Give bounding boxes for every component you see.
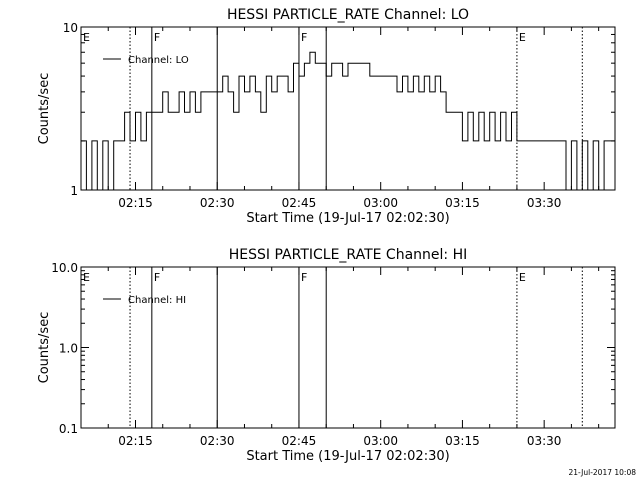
y-tick-label: 10.0 [51, 261, 78, 275]
annotation-flag: F [301, 31, 307, 44]
x-tick-label: 03:15 [445, 434, 480, 448]
x-tick-label: 02:30 [200, 434, 235, 448]
legend-label: Channel: LO [128, 55, 189, 66]
annotation-flag: E [83, 31, 90, 44]
annotation-flag: E [519, 271, 526, 284]
x-tick-label: 03:30 [527, 434, 562, 448]
x-tick-label: 02:45 [282, 434, 317, 448]
x-tick-label: 03:15 [445, 196, 480, 210]
x-axis-label: Start Time (19-Jul-17 02:02:30) [246, 449, 449, 464]
annotation-flag: F [154, 271, 160, 284]
chart-title: HESSI PARTICLE_RATE Channel: HI [229, 247, 467, 263]
x-tick-label: 03:30 [527, 196, 562, 210]
x-axis-label: Start Time (19-Jul-17 02:02:30) [246, 211, 449, 226]
y-tick-label: 1.0 [59, 342, 78, 356]
hi-channel-plot: HESSI PARTICLE_RATE Channel: HI 02:15 02:3… [37, 247, 616, 464]
lo-channel-plot: HESSI PARTICLE_RATE Channel: LO 02:15 02:3… [37, 7, 616, 226]
x-tick-label: 02:15 [118, 196, 153, 210]
x-tick-label: 02:30 [200, 196, 235, 210]
chart-title: HESSI PARTICLE_RATE Channel: LO [227, 7, 469, 23]
y-tick-label: 0.1 [59, 422, 78, 436]
y-tick-label: 1 [70, 184, 78, 198]
annotation-flag: E [83, 271, 90, 284]
y-axis-label: Counts/sec [37, 73, 52, 145]
plot-frame [80, 26, 616, 191]
y-tick-label: 10 [63, 21, 78, 35]
annotation-flag: F [154, 31, 160, 44]
annotation-flag: E [519, 31, 526, 44]
timestamp-label: 21-Jul-2017 10:08 [568, 468, 636, 477]
y-axis-label: Counts/sec [37, 312, 52, 384]
x-tick-label: 02:15 [118, 434, 153, 448]
x-tick-label: 03:00 [363, 196, 398, 210]
series-line [81, 51, 615, 191]
annotation-flag: F [301, 271, 307, 284]
x-tick-label: 02:45 [282, 196, 317, 210]
plot-frame [80, 266, 616, 429]
x-tick-label: 03:00 [363, 434, 398, 448]
legend-label: Channel: HI [128, 295, 186, 306]
